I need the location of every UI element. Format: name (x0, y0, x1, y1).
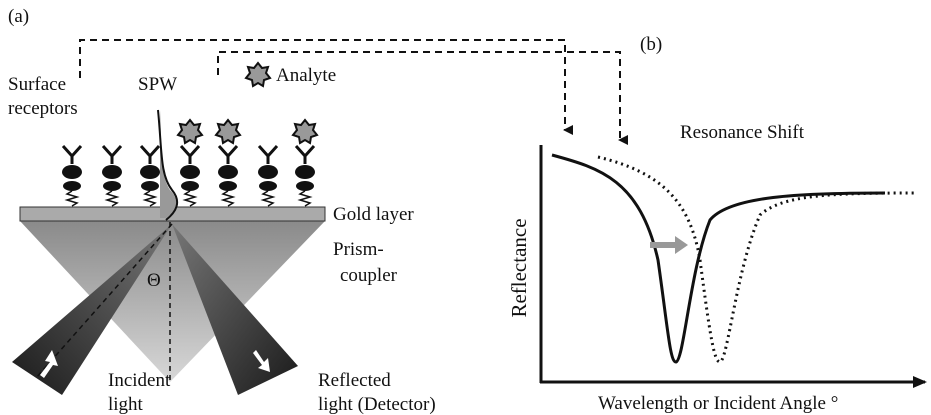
reflected-arrow (253, 350, 270, 372)
incident-arrow (40, 350, 58, 378)
label: light (108, 394, 144, 415)
label: Reflected (318, 370, 391, 391)
label: Gold layer (333, 204, 414, 225)
x-label: Wavelength or Incident Angle ° (598, 393, 838, 414)
label: receptors (8, 98, 78, 119)
shift-arrow (650, 236, 688, 254)
label: Θ (147, 270, 161, 291)
reflected-beam (172, 224, 298, 395)
receptors (60, 119, 318, 208)
curve-after (597, 155, 916, 364)
label: SPW (138, 74, 177, 95)
panel-b: (b) Resonance Shift Reflectance Waveleng… (507, 34, 927, 414)
y-label: Reflectance (507, 218, 531, 317)
label: Prism- (333, 239, 384, 260)
analyte-icon (245, 62, 271, 87)
ray (35, 223, 173, 379)
label: light (Detector) (318, 394, 436, 415)
title: Resonance Shift (680, 122, 805, 143)
spw (160, 110, 177, 218)
prism (20, 221, 325, 382)
label: Analyte (276, 65, 336, 86)
spw-line (157, 109, 179, 221)
tag: (b) (640, 34, 662, 55)
label: Surface (8, 74, 66, 95)
label: Incident (108, 370, 171, 391)
curve-before (551, 153, 886, 364)
tag: (a) (8, 6, 29, 27)
label: coupler (340, 265, 398, 286)
connectors (79, 39, 628, 145)
